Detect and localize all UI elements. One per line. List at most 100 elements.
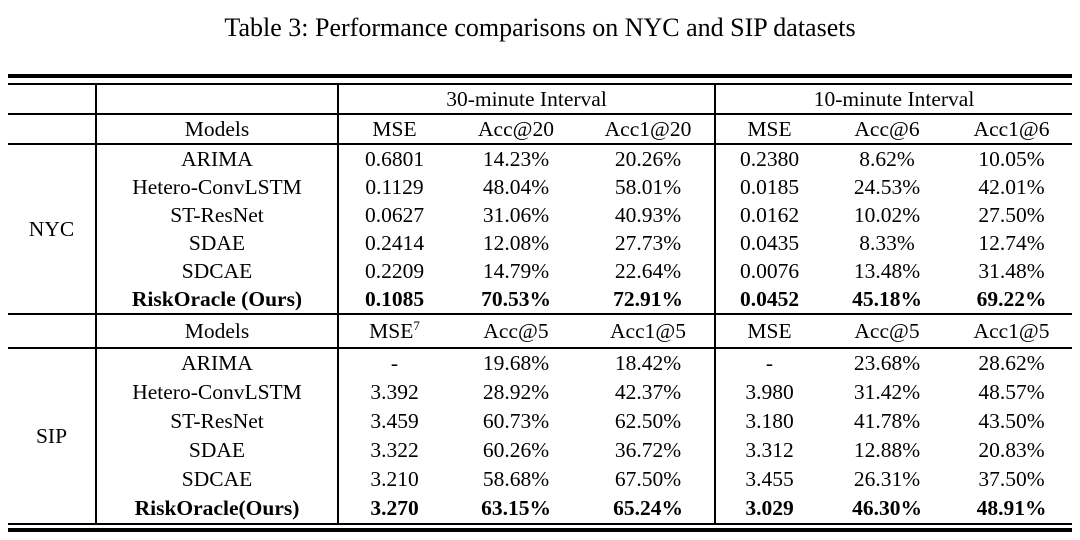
metric-value-cell: 3.455	[714, 465, 823, 494]
table-row: SDCAE 3.210 58.68% 67.50% 3.455 26.31% 3…	[8, 465, 1072, 494]
metric-value-cell: 27.73%	[614, 230, 682, 255]
metric-value-cell: 0.2380	[714, 144, 823, 173]
table-row: SDCAE 0.2209 14.79% 22.64% 0.0076 13.48%…	[8, 257, 1072, 285]
sip-column-header-row: Models MSE7 Acc@5 Acc1@5 MSE Acc@5 Acc1@…	[8, 314, 1073, 349]
results-table: 30-minute Interval 10-minute Interval Mo…	[8, 83, 1073, 525]
metric-value-cell: 12.08%	[482, 230, 550, 255]
table-row: SIP ARIMA - 19.68% 18.42% - 23.68% 28.62…	[8, 348, 1072, 447]
column-header-cell: Acc1@5	[582, 314, 715, 349]
column-header-cell: Acc1@6	[951, 114, 1073, 145]
table-row: SDAE 0.2414 12.08% 27.73% 0.0435 8.33% 1…	[8, 229, 1072, 257]
metric-value-cell: 72.91%	[582, 285, 715, 315]
metric-value-cell: 31.48%	[978, 258, 1045, 283]
metric-value-cell: 3.180	[714, 407, 823, 436]
model-name-cell: RiskOracle(Ours)	[95, 494, 338, 524]
metric-value-cell: 36.72%	[614, 438, 682, 463]
interval-header-row: 30-minute Interval 10-minute Interval	[8, 84, 1073, 115]
metric-value-cell: 12.74%	[978, 230, 1045, 255]
column-header-cell: MSE	[714, 314, 823, 349]
metric-value-cell: 20.83%	[978, 438, 1045, 463]
metric-value-cell: 40.93%	[614, 202, 682, 227]
models-header-cell: Models	[95, 314, 338, 349]
metric-value-cell: 3.029	[714, 494, 823, 524]
model-name-cell: SDAE	[95, 436, 338, 465]
model-name-cell: ARIMA	[95, 144, 338, 173]
metric-value-cell: 37.50%	[978, 467, 1045, 492]
model-name-cell: SDAE	[95, 229, 338, 257]
metric-value-cell: 69.22%	[951, 285, 1073, 315]
table-row: ST-ResNet 0.0627 31.06% 40.93% 0.0162 10…	[8, 201, 1072, 229]
metric-value-cell: 43.50%	[978, 409, 1045, 434]
metric-value-cell: 26.31%	[853, 467, 921, 492]
metric-value-cell: 3.459	[337, 407, 450, 436]
model-name-cell: ST-ResNet	[95, 201, 338, 229]
metric-value-cell: 24.53%	[853, 174, 921, 199]
metric-value-cell: 3.210	[337, 465, 450, 494]
model-name-cell: Hetero-ConvLSTM	[95, 378, 338, 407]
metric-value-cell: 28.92%	[482, 380, 550, 405]
model-name-cell: RiskOracle (Ours)	[95, 285, 338, 315]
metric-value-cell: 28.62%	[978, 351, 1045, 376]
column-header-cell: Acc1@5	[951, 314, 1073, 349]
metric-value-cell: 8.33%	[859, 230, 915, 255]
model-name-cell: Hetero-ConvLSTM	[95, 173, 338, 201]
metric-value-cell: 0.6801	[337, 144, 450, 173]
metric-value-cell: 48.57%	[978, 380, 1045, 405]
metric-value-cell: 42.01%	[978, 174, 1045, 199]
metric-value-cell: 20.26%	[614, 146, 682, 171]
metric-value-cell: 0.0627	[337, 201, 450, 229]
model-name-cell: ST-ResNet	[95, 407, 338, 436]
column-header-cell: MSE7	[337, 314, 450, 349]
metric-value-cell: 0.1085	[337, 285, 450, 315]
table-row-ours: RiskOracle(Ours) 3.270 63.15% 65.24% 3.0…	[8, 494, 1072, 524]
interval-group-cell: 10-minute Interval	[713, 84, 1073, 115]
column-header-cell: Acc@5	[823, 314, 951, 349]
metric-value-cell: 46.30%	[852, 496, 922, 521]
metric-value-cell: 0.2209	[337, 257, 450, 285]
metric-value-cell: 31.06%	[482, 202, 550, 227]
model-name-cell: SDCAE	[95, 257, 338, 285]
metric-value-cell: 58.01%	[614, 174, 682, 199]
metric-value-cell: 65.24%	[613, 496, 683, 521]
metric-value-cell: 3.270	[337, 494, 450, 524]
metric-value-cell: 60.26%	[482, 438, 550, 463]
metric-value-cell: 19.68%	[482, 351, 550, 376]
metric-value-cell: 14.23%	[482, 146, 550, 171]
metric-value-cell: 3.322	[337, 436, 450, 465]
metric-value-cell: 18.42%	[614, 351, 682, 376]
metric-value-cell: 31.42%	[853, 380, 921, 405]
metric-value-cell: 42.37%	[614, 380, 682, 405]
table-row: NYC ARIMA 0.6801 14.23% 20.26% 0.2380 8.…	[8, 144, 1072, 315]
dataset-label-cell: SIP	[35, 423, 68, 448]
metric-value-cell: 3.312	[714, 436, 823, 465]
models-header-cell: Models	[95, 114, 338, 145]
interval-group-cell: 30-minute Interval	[337, 84, 715, 115]
metric-value-cell: 48.91%	[976, 496, 1047, 521]
column-header-cell: Acc@6	[823, 114, 951, 145]
metric-value-cell: 0.0162	[714, 201, 823, 229]
column-header-cell: MSE	[337, 114, 450, 145]
metric-value-cell: 12.88%	[853, 438, 921, 463]
metric-value-cell: 10.05%	[978, 146, 1045, 171]
performance-table: 30-minute Interval 10-minute Interval Mo…	[8, 74, 1073, 532]
metric-value-cell: 60.73%	[482, 409, 550, 434]
metric-value-cell: 0.0185	[714, 173, 823, 201]
metric-value-cell: 0.2414	[337, 229, 450, 257]
model-name-cell: ARIMA	[95, 348, 338, 378]
metric-value-cell: 0.0452	[714, 285, 823, 315]
metric-value-cell: 22.64%	[614, 258, 682, 283]
metric-value-cell: -	[337, 348, 450, 378]
metric-value-cell: 23.68%	[853, 351, 921, 376]
empty-header-cell	[8, 114, 96, 145]
metric-value-cell: -	[714, 348, 823, 378]
empty-header-cell	[95, 84, 338, 115]
metric-value-cell: 41.78%	[853, 409, 921, 434]
table-row: SDAE 3.322 60.26% 36.72% 3.312 12.88% 20…	[8, 436, 1072, 465]
table-row: Hetero-ConvLSTM 3.392 28.92% 42.37% 3.98…	[8, 378, 1072, 407]
metric-value-cell: 67.50%	[614, 467, 682, 492]
metric-value-cell: 62.50%	[614, 409, 682, 434]
nyc-column-header-row: Models MSE Acc@20 Acc1@20 MSE Acc@6 Acc1…	[8, 114, 1073, 145]
metric-value-cell: 48.04%	[482, 174, 550, 199]
metric-value-cell: 63.15%	[481, 496, 551, 521]
column-header-cell: Acc@5	[450, 314, 582, 349]
